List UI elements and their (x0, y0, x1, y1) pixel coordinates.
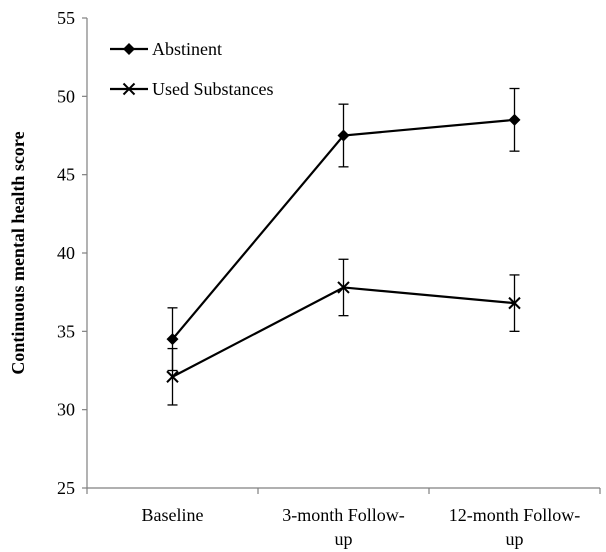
data-point (337, 129, 350, 142)
series-1 (166, 258, 521, 406)
y-tick-label: 45 (57, 165, 75, 185)
legend-label: Used Substances (152, 79, 273, 99)
x-tick-label: 3-month Follow-up (282, 505, 405, 549)
marker-stroke (166, 370, 179, 383)
y-axis-title: Continuous mental health score (8, 131, 28, 374)
x-tick-label-line: 3-month Follow- (282, 505, 405, 525)
data-point (337, 281, 350, 294)
marker-stroke (122, 82, 136, 96)
x-tick-label: Baseline (142, 505, 204, 525)
y-tick-label: 55 (57, 8, 75, 28)
data-point (166, 370, 179, 383)
data-point (508, 113, 521, 126)
x-tick-label-line: up (335, 529, 353, 549)
x-tick-label-line: 12-month Follow- (449, 505, 581, 525)
y-tick-label: 30 (57, 400, 75, 420)
legend-item: Abstinent (110, 39, 222, 59)
x-tick-label: 12-month Follow-up (449, 505, 581, 549)
legend-marker (123, 43, 135, 55)
series-layer (166, 87, 521, 406)
series-0 (166, 87, 521, 372)
y-axis-ticks: 25 30 35 40 45 50 55 (57, 8, 87, 498)
data-point (508, 296, 521, 310)
x-tick-label-line: Baseline (142, 505, 204, 525)
legend: Abstinent Used Substances (110, 39, 273, 99)
marker-stroke (337, 281, 350, 294)
legend-item: Used Substances (110, 79, 273, 99)
x-tick-label-line: up (506, 529, 524, 549)
y-tick-label: 50 (57, 86, 75, 106)
legend-label: Abstinent (152, 39, 222, 59)
y-tick-label: 40 (57, 243, 75, 263)
y-tick-label: 35 (57, 321, 75, 341)
marker-stroke (508, 296, 521, 310)
legend-marker (122, 82, 136, 96)
data-point (166, 333, 179, 346)
y-tick-label: 25 (57, 478, 75, 498)
